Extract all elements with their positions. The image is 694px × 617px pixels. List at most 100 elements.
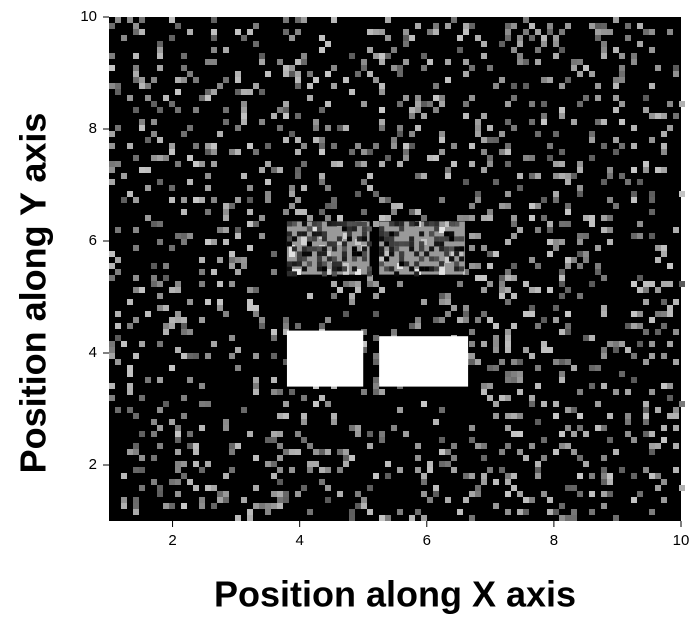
region-texture xyxy=(306,246,312,252)
noise-speckle xyxy=(337,215,343,221)
noise-speckle xyxy=(277,167,283,173)
noise-speckle xyxy=(133,509,139,515)
noise-speckle xyxy=(679,485,685,491)
noise-speckle xyxy=(361,209,367,215)
noise-speckle xyxy=(553,413,559,419)
noise-speckle xyxy=(553,197,559,203)
noise-speckle xyxy=(307,293,313,299)
noise-speckle xyxy=(559,161,565,167)
region-texture xyxy=(346,226,352,232)
region-texture xyxy=(346,236,352,242)
region-texture xyxy=(419,231,425,237)
noise-speckle xyxy=(361,161,367,167)
noise-speckle xyxy=(175,23,181,29)
noise-speckle xyxy=(487,383,493,389)
noise-speckle xyxy=(139,341,145,347)
noise-speckle xyxy=(295,17,301,23)
noise-speckle xyxy=(637,179,643,185)
noise-speckle xyxy=(289,203,295,209)
noise-speckle xyxy=(343,449,349,455)
noise-speckle xyxy=(415,173,421,179)
noise-speckle xyxy=(301,395,307,401)
noise-speckle xyxy=(169,323,175,329)
noise-speckle xyxy=(523,509,529,515)
noise-speckle xyxy=(565,485,571,491)
noise-speckle xyxy=(493,179,499,185)
noise-speckle xyxy=(337,491,343,497)
noise-speckle xyxy=(631,53,637,59)
noise-speckle xyxy=(121,341,127,347)
noise-speckle xyxy=(475,263,481,269)
noise-speckle xyxy=(415,509,421,515)
noise-speckle xyxy=(415,467,421,473)
region-texture xyxy=(394,246,400,252)
x-tick-label: 8 xyxy=(550,532,558,549)
noise-speckle xyxy=(601,215,607,221)
noise-speckle xyxy=(271,269,277,275)
noise-speckle xyxy=(403,143,409,149)
noise-speckle xyxy=(115,359,121,365)
noise-speckle xyxy=(307,509,313,515)
noise-speckle xyxy=(595,83,601,89)
noise-speckle xyxy=(517,371,523,377)
noise-speckle xyxy=(127,323,133,329)
noise-speckle xyxy=(577,251,583,257)
noise-speckle xyxy=(559,329,565,335)
noise-speckle xyxy=(445,23,451,29)
noise-speckle xyxy=(445,59,451,65)
noise-speckle xyxy=(175,311,181,317)
region-texture xyxy=(361,251,367,257)
noise-speckle xyxy=(415,101,421,107)
region-texture xyxy=(389,236,395,242)
noise-speckle xyxy=(523,311,529,317)
noise-speckle xyxy=(157,485,163,491)
noise-speckle xyxy=(235,89,241,95)
noise-speckle xyxy=(439,449,445,455)
noise-speckle xyxy=(511,485,517,491)
noise-speckle xyxy=(481,311,487,317)
noise-speckle xyxy=(577,59,583,65)
noise-speckle xyxy=(571,257,577,263)
noise-speckle xyxy=(559,515,565,521)
noise-speckle xyxy=(421,101,427,107)
noise-speckle xyxy=(601,347,607,353)
noise-speckle xyxy=(595,35,601,41)
noise-speckle xyxy=(661,143,667,149)
noise-speckle xyxy=(379,515,385,521)
noise-speckle xyxy=(211,149,217,155)
noise-speckle xyxy=(139,17,145,23)
noise-speckle xyxy=(169,143,175,149)
noise-speckle xyxy=(247,185,253,191)
region-texture xyxy=(296,256,302,262)
noise-speckle xyxy=(397,161,403,167)
noise-speckle xyxy=(613,17,619,23)
noise-speckle xyxy=(343,455,349,461)
noise-speckle xyxy=(217,131,223,137)
noise-speckle xyxy=(253,377,259,383)
noise-speckle xyxy=(469,23,475,29)
noise-speckle xyxy=(559,377,565,383)
noise-speckle xyxy=(673,413,679,419)
noise-speckle xyxy=(133,413,139,419)
noise-speckle xyxy=(445,299,451,305)
noise-speckle xyxy=(409,107,415,113)
noise-speckle xyxy=(169,479,175,485)
noise-speckle xyxy=(529,287,535,293)
noise-speckle xyxy=(457,281,463,287)
region-texture xyxy=(286,221,292,227)
noise-speckle xyxy=(217,305,223,311)
noise-speckle xyxy=(313,449,319,455)
noise-speckle xyxy=(493,251,499,257)
noise-speckle xyxy=(403,41,409,47)
noise-speckle xyxy=(223,227,229,233)
noise-speckle xyxy=(157,47,163,53)
noise-speckle xyxy=(205,239,211,245)
noise-speckle xyxy=(637,275,643,281)
noise-speckle xyxy=(433,95,439,101)
noise-speckle xyxy=(235,233,241,239)
noise-speckle xyxy=(331,143,337,149)
noise-speckle xyxy=(367,47,373,53)
noise-speckle xyxy=(649,509,655,515)
noise-speckle xyxy=(541,401,547,407)
noise-speckle xyxy=(271,353,277,359)
